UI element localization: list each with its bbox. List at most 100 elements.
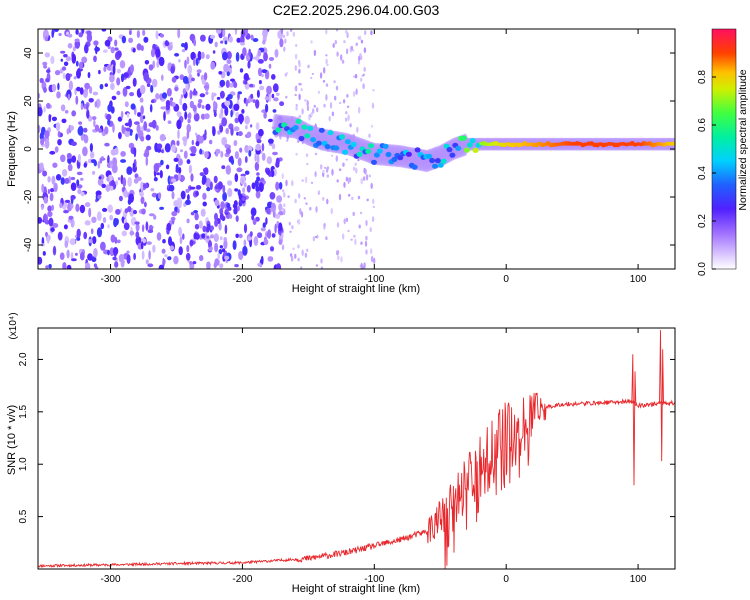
ridge-mark — [304, 133, 311, 139]
noise-mark — [54, 70, 61, 76]
ridge-core — [499, 142, 502, 146]
streak-mark — [275, 162, 280, 168]
noise-mark — [306, 100, 309, 107]
noise-mark — [364, 30, 367, 35]
noise-mark — [189, 260, 193, 265]
noise-mark — [128, 193, 135, 203]
ridge-core — [486, 142, 489, 146]
noise-mark — [268, 63, 272, 69]
noise-mark — [52, 245, 57, 256]
noise-mark — [141, 224, 145, 233]
snr-marks — [38, 330, 675, 569]
noise-mark — [112, 64, 116, 75]
noise-mark — [306, 162, 309, 166]
noise-mark — [253, 236, 259, 246]
noise-mark — [212, 50, 216, 54]
noise-mark — [126, 250, 130, 254]
noise-mark — [107, 119, 111, 126]
noise-mark — [325, 83, 329, 87]
noise-mark — [254, 161, 260, 171]
ridge-core — [598, 142, 601, 146]
ridge-core — [631, 142, 634, 146]
ridge-mark — [405, 151, 412, 157]
noise-mark — [192, 58, 196, 66]
noise-mark — [86, 104, 89, 111]
noise-mark — [239, 147, 243, 153]
noise-mark — [189, 186, 196, 190]
noise-mark — [368, 174, 371, 178]
noise-mark — [60, 58, 63, 62]
streak-mark — [219, 208, 224, 215]
noise-mark — [119, 60, 126, 69]
noise-mark — [257, 49, 262, 57]
ridge-core — [524, 142, 527, 146]
noise-mark — [315, 264, 319, 267]
noise-mark — [121, 35, 127, 44]
noise-mark — [370, 182, 373, 189]
noise-mark — [43, 106, 46, 113]
noise-mark — [317, 90, 321, 95]
ridge-mark — [356, 151, 363, 157]
noise-mark — [120, 151, 126, 157]
noise-mark — [147, 263, 154, 268]
noise-mark — [312, 236, 316, 242]
noise-mark — [262, 222, 266, 229]
noise-mark — [51, 116, 58, 122]
noise-mark — [325, 58, 328, 65]
ridge-mark — [429, 157, 436, 164]
noise-mark — [359, 53, 362, 57]
ridge-mark — [333, 145, 340, 151]
noise-mark — [219, 263, 224, 269]
noise-mark — [352, 91, 356, 97]
noise-mark — [252, 38, 259, 42]
noise-mark — [133, 252, 137, 261]
noise-mark — [112, 247, 119, 256]
noise-mark — [221, 248, 226, 253]
noise-mark — [294, 53, 298, 60]
noise-mark — [160, 159, 164, 166]
noise-mark — [116, 68, 121, 74]
ridge-core — [653, 142, 656, 146]
noise-mark — [364, 240, 368, 247]
noise-mark — [49, 150, 56, 155]
noise-mark — [195, 190, 199, 197]
noise-mark — [345, 48, 349, 55]
ridge-core — [523, 142, 526, 146]
noise-mark — [161, 248, 166, 254]
noise-mark — [146, 83, 151, 87]
ridge-core — [504, 142, 507, 146]
noise-mark — [353, 75, 356, 78]
noise-mark — [339, 168, 342, 171]
snr-spike — [659, 330, 664, 462]
noise-mark — [202, 174, 207, 184]
noise-mark — [192, 104, 197, 112]
x-tick-label: -300 — [101, 574, 121, 585]
ridge-mark — [414, 147, 421, 153]
ridge-mark — [307, 125, 314, 131]
noise-mark — [278, 239, 283, 245]
noise-mark — [210, 61, 216, 70]
noise-mark — [185, 82, 189, 92]
noise-mark — [102, 217, 107, 223]
noise-mark — [214, 185, 220, 190]
x-tick-label: 0 — [503, 574, 509, 585]
noise-mark — [342, 162, 345, 167]
ridge-core — [507, 142, 510, 146]
noise-mark — [198, 220, 203, 229]
noise-mark — [150, 188, 155, 192]
noise-mark — [115, 180, 119, 186]
ridge-core — [539, 142, 542, 146]
noise-mark — [304, 176, 308, 184]
noise-mark — [88, 238, 93, 244]
noise-mark — [289, 230, 292, 233]
snr-y-label: SNR (10 * v/v) — [6, 405, 18, 475]
noise-mark — [260, 227, 266, 232]
ridge-mark — [350, 141, 357, 147]
noise-mark — [173, 255, 179, 265]
noise-mark — [66, 31, 70, 36]
noise-mark — [275, 263, 282, 269]
ridge-core — [582, 142, 585, 146]
noise-mark — [169, 245, 175, 251]
noise-mark — [98, 176, 102, 180]
noise-mark — [242, 187, 246, 194]
